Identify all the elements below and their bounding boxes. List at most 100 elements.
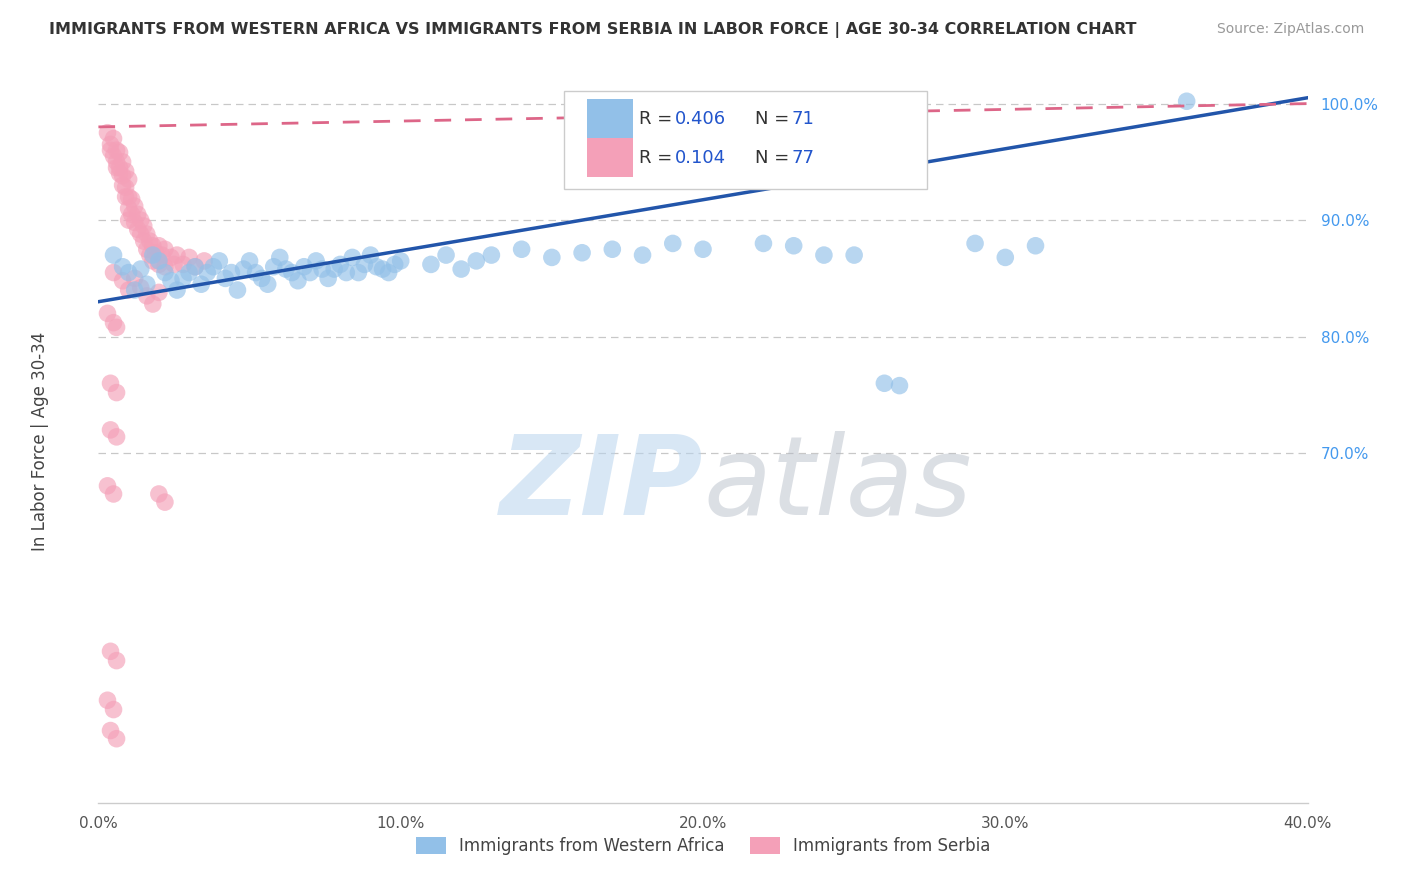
Point bbox=[132, 219, 155, 233]
Point bbox=[111, 169, 134, 183]
Point bbox=[121, 192, 143, 206]
Point bbox=[139, 248, 162, 262]
Point bbox=[371, 262, 394, 277]
Point bbox=[184, 260, 207, 274]
Point bbox=[142, 239, 165, 253]
Point bbox=[347, 266, 370, 280]
Point bbox=[889, 378, 911, 392]
Point bbox=[994, 251, 1017, 265]
Legend: Immigrants from Western Africa, Immigrants from Serbia: Immigrants from Western Africa, Immigran… bbox=[408, 829, 998, 863]
Point bbox=[844, 248, 866, 262]
Point bbox=[160, 251, 183, 265]
Point bbox=[111, 260, 134, 274]
Point bbox=[108, 167, 131, 181]
Point bbox=[353, 257, 375, 271]
Point bbox=[96, 693, 118, 707]
Point bbox=[105, 731, 128, 746]
Point bbox=[150, 248, 173, 262]
Point bbox=[148, 239, 170, 253]
Point bbox=[135, 242, 157, 256]
Point bbox=[135, 289, 157, 303]
Point bbox=[124, 271, 146, 285]
Point bbox=[602, 242, 624, 256]
Point bbox=[269, 251, 291, 265]
Point bbox=[105, 430, 128, 444]
Point bbox=[105, 154, 128, 169]
Point bbox=[118, 283, 141, 297]
Point bbox=[135, 227, 157, 241]
FancyBboxPatch shape bbox=[586, 99, 633, 138]
Point bbox=[100, 644, 122, 658]
Point bbox=[292, 260, 315, 274]
Text: ZIP: ZIP bbox=[499, 432, 703, 539]
Point bbox=[195, 266, 218, 280]
Point bbox=[1024, 239, 1046, 253]
Point bbox=[103, 248, 125, 262]
Point bbox=[148, 285, 170, 300]
Point bbox=[132, 234, 155, 248]
Point bbox=[323, 262, 346, 277]
Point bbox=[148, 254, 170, 268]
Point bbox=[193, 254, 215, 268]
Point bbox=[139, 234, 162, 248]
Point bbox=[166, 248, 188, 262]
Point bbox=[118, 266, 141, 280]
Text: R =: R = bbox=[638, 149, 678, 167]
Point bbox=[100, 376, 122, 391]
Point bbox=[389, 254, 412, 268]
Point bbox=[103, 149, 125, 163]
Point bbox=[129, 227, 152, 241]
Point bbox=[263, 260, 285, 274]
Point bbox=[121, 207, 143, 221]
Text: 0.406: 0.406 bbox=[675, 110, 727, 128]
Point bbox=[360, 248, 382, 262]
Point bbox=[232, 262, 254, 277]
Point bbox=[105, 654, 128, 668]
Point bbox=[384, 257, 406, 271]
Point bbox=[105, 161, 128, 175]
Point bbox=[281, 266, 304, 280]
Point bbox=[434, 248, 457, 262]
Point bbox=[114, 190, 136, 204]
Point bbox=[100, 143, 122, 157]
Point bbox=[510, 242, 533, 256]
Point bbox=[111, 274, 134, 288]
Point bbox=[450, 262, 472, 277]
Point bbox=[965, 236, 987, 251]
Point bbox=[103, 702, 125, 716]
Point bbox=[153, 242, 176, 256]
FancyBboxPatch shape bbox=[564, 91, 927, 189]
Point bbox=[103, 131, 125, 145]
Text: IMMIGRANTS FROM WESTERN AFRICA VS IMMIGRANTS FROM SERBIA IN LABOR FORCE | AGE 30: IMMIGRANTS FROM WESTERN AFRICA VS IMMIGR… bbox=[49, 22, 1136, 38]
Point bbox=[342, 251, 364, 265]
Point bbox=[96, 306, 118, 320]
Point bbox=[148, 487, 170, 501]
Point bbox=[124, 283, 146, 297]
Point bbox=[299, 266, 322, 280]
Text: 71: 71 bbox=[792, 110, 814, 128]
Point bbox=[118, 172, 141, 186]
Point bbox=[256, 277, 278, 292]
Point bbox=[166, 283, 188, 297]
Point bbox=[142, 297, 165, 311]
Point bbox=[124, 215, 146, 229]
Point bbox=[481, 248, 503, 262]
Point bbox=[239, 254, 262, 268]
Text: Source: ZipAtlas.com: Source: ZipAtlas.com bbox=[1216, 22, 1364, 37]
Point bbox=[148, 257, 170, 271]
Text: N =: N = bbox=[755, 110, 794, 128]
Point bbox=[129, 262, 152, 277]
FancyBboxPatch shape bbox=[586, 138, 633, 178]
Point bbox=[661, 236, 683, 251]
Point bbox=[103, 487, 125, 501]
Point bbox=[118, 190, 141, 204]
Point bbox=[631, 248, 654, 262]
Point bbox=[96, 479, 118, 493]
Point bbox=[142, 248, 165, 262]
Point bbox=[571, 245, 593, 260]
Point bbox=[118, 202, 141, 216]
Point bbox=[108, 161, 131, 175]
Point bbox=[96, 126, 118, 140]
Point bbox=[153, 260, 176, 274]
Point bbox=[692, 242, 714, 256]
